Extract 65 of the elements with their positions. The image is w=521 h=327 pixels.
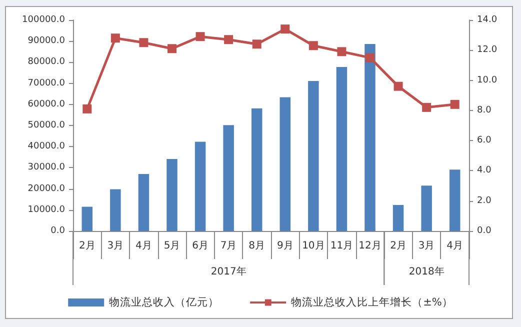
y-tick-label: 50000.0 (28, 120, 66, 130)
bar (392, 205, 404, 231)
y-tick-label: 10000.0 (28, 204, 66, 215)
bar (308, 80, 319, 231)
y2-tick-label: 14.0 (477, 15, 498, 25)
text: 2018年 (408, 266, 444, 278)
point (280, 24, 290, 34)
x-tick-label: 9月 (276, 240, 294, 252)
bar (138, 174, 150, 231)
bar (82, 206, 93, 231)
point (139, 38, 148, 48)
x-tick-label: 7月 (220, 240, 237, 252)
x-tick-label: 5月 (164, 240, 180, 252)
y2-tick-label: 12.0 (477, 45, 498, 56)
bar (194, 142, 206, 231)
bar (166, 159, 178, 231)
y-tick-label: 100000.0 (22, 15, 66, 25)
point (168, 44, 176, 54)
y2-tick-label: 4.0 (477, 166, 492, 176)
point (308, 41, 318, 50)
x-tick-label: 6月 (192, 240, 208, 252)
legend-label: 物流业总收入（亿元） (109, 296, 220, 308)
point (366, 53, 374, 62)
y-tick-label: 0.0 (50, 226, 66, 236)
y-tick-label: 40000.0 (28, 142, 66, 152)
point (196, 32, 205, 42)
x-tick-label: 3月 (418, 240, 435, 252)
x-tick-label: 2月 (390, 240, 406, 252)
y-tick-label: 70000.0 (28, 78, 66, 88)
x-tick-label: 8月 (248, 240, 266, 252)
x-tick-label: 4月 (136, 240, 152, 252)
point (422, 102, 432, 112)
y2-tick-label: 2.0 (477, 196, 492, 206)
y-tick-label: 30000.0 (28, 162, 66, 173)
y-tick-label: 90000.0 (28, 36, 66, 46)
y-tick-label: 20000.0 (28, 184, 66, 194)
point (82, 104, 92, 114)
y-tick-label: 80000.0 (28, 57, 66, 68)
x-tick-label: 11月 (330, 240, 354, 252)
y2-tick-label: 10.0 (477, 75, 498, 86)
y2-tick-label: 6.0 (477, 136, 492, 146)
bar (449, 170, 460, 231)
point (110, 34, 120, 43)
x-tick-label: 12月 (358, 240, 382, 252)
bar (336, 67, 348, 231)
x-tick-label: 3月 (107, 240, 124, 252)
x-tick-label: 10月 (302, 240, 325, 252)
y-tick-label: 60000.0 (28, 99, 66, 110)
point (450, 100, 460, 109)
text: 2017年 (210, 266, 246, 278)
bar (251, 108, 262, 231)
bar (223, 125, 234, 231)
legend-label: 物流业总收入比上年增长（±%） (291, 296, 453, 308)
point (252, 40, 262, 49)
x-tick-label: 2月 (78, 240, 96, 252)
point (394, 82, 403, 91)
y2-tick-label: 8.0 (477, 105, 492, 116)
point (224, 35, 234, 44)
x-tick-label: 4月 (446, 240, 464, 252)
point (337, 47, 346, 56)
bar (421, 186, 432, 231)
bar (364, 44, 376, 231)
bar (110, 189, 121, 231)
bar (280, 97, 291, 231)
y2-tick-label: 0.0 (477, 226, 492, 236)
